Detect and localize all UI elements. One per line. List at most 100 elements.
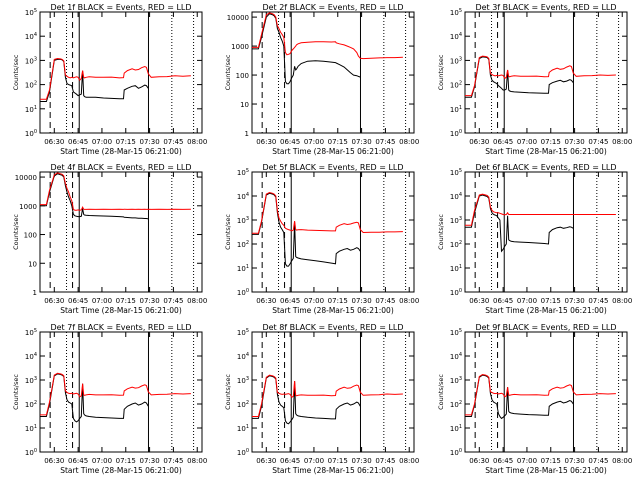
detector-panel-7: 06:30 06:45 07:00 07:15 07:30 07:45 08:00 100 10…: [12, 323, 207, 475]
x-tick-label: 06:30: [256, 297, 276, 305]
x-tick-label: 06:45: [280, 297, 300, 305]
x-tick-label: 06:45: [493, 138, 513, 146]
events-series-line: [40, 373, 149, 423]
x-tick-label: 08:00: [399, 138, 419, 146]
x-tick-label: 07:45: [375, 138, 395, 146]
x-tick-label: 07:45: [375, 297, 395, 305]
detector-panel-5: 06:30 06:45 07:00 07:15 07:30 07:45 08:00 100 10…: [224, 163, 419, 315]
x-tick-label: 06:30: [256, 457, 276, 465]
y-axis-label: Counts/sec: [437, 54, 445, 90]
x-tick-label: 07:15: [328, 138, 348, 146]
x-tick-label: 07:00: [304, 138, 324, 146]
lld-series-line: [465, 373, 616, 416]
y-tick-label: 101: [237, 424, 249, 433]
y-tick-label: 104: [450, 192, 462, 201]
y-tick-label: 103: [450, 376, 462, 385]
y-tick-label: 101: [237, 264, 249, 273]
x-tick-label: 06:45: [280, 138, 300, 146]
panel-title: Det 2f BLACK = Events, RED = LLD: [262, 3, 403, 12]
x-tick-label: 08:00: [612, 138, 632, 146]
events-series-line: [465, 56, 574, 98]
y-tick-label: 105: [237, 168, 249, 177]
detector-panel-4: 06:30 06:45 07:00 07:15 07:30 07:45 08:00 1 10 10…: [12, 163, 207, 315]
y-tick-label: 101: [25, 105, 37, 114]
x-tick-label: 07:30: [351, 457, 371, 465]
events-series-line: [465, 194, 574, 253]
plot-frame: [251, 11, 415, 134]
x-tick-label: 07:30: [139, 297, 159, 305]
panel-title: Det 3f BLACK = Events, RED = LLD: [475, 3, 616, 12]
x-tick-label: 07:45: [375, 457, 395, 465]
x-tick-label: 06:30: [469, 138, 489, 146]
panel-title: Det 9f BLACK = Events, RED = LLD: [475, 323, 616, 332]
x-tick-label: 07:30: [564, 457, 584, 465]
x-tick-label: 08:00: [612, 297, 632, 305]
x-tick-label: 06:45: [68, 138, 88, 146]
y-tick-label: 103: [450, 56, 462, 65]
x-tick-label: 06:45: [68, 457, 88, 465]
y-tick-label: 102: [237, 240, 249, 249]
x-tick-label: 08:00: [187, 138, 207, 146]
x-tick-label: 07:00: [304, 297, 324, 305]
x-tick-label: 07:00: [517, 297, 537, 305]
y-axis-label: Counts/sec: [12, 374, 20, 410]
plot-frame: [464, 331, 628, 453]
lld-series-line: [252, 191, 403, 234]
y-tick-label: 100: [24, 232, 37, 240]
x-tick-label: 07:00: [517, 457, 537, 465]
detector-panel-8: 06:30 06:45 07:00 07:15 07:30 07:45 08:00 100 10…: [224, 323, 419, 475]
x-tick-label: 07:15: [328, 297, 348, 305]
y-tick-label: 101: [450, 424, 462, 433]
y-axis-label: Counts/sec: [12, 214, 20, 250]
y-tick-label: 102: [450, 400, 462, 409]
y-tick-label: 101: [450, 264, 462, 273]
y-tick-label: 100: [237, 448, 249, 457]
lld-series-line: [465, 193, 616, 226]
detector-panel-1: 06:30 06:45 07:00 07:15 07:30 07:45 08:00 100 10…: [12, 3, 207, 156]
x-tick-label: 07:15: [116, 457, 136, 465]
x-tick-label: 06:30: [469, 297, 489, 305]
y-tick-label: 100: [236, 72, 249, 80]
panel-title: Det 7f BLACK = Events, RED = LLD: [50, 323, 191, 332]
events-series-line: [465, 374, 574, 420]
y-tick-label: 1000: [19, 203, 37, 211]
x-axis-label: Start Time (28-Mar-15 06:21:00): [272, 306, 394, 315]
x-tick-label: 06:30: [44, 297, 64, 305]
x-tick-label: 06:30: [44, 138, 64, 146]
y-tick-label: 105: [450, 328, 462, 337]
x-axis-label: Start Time (28-Mar-15 06:21:00): [272, 147, 394, 156]
x-tick-label: 07:45: [588, 138, 608, 146]
panel-title: Det 6f BLACK = Events, RED = LLD: [475, 163, 616, 172]
y-tick-label: 101: [25, 424, 37, 433]
x-tick-label: 06:30: [469, 457, 489, 465]
x-tick-label: 06:45: [68, 297, 88, 305]
y-tick-label: 102: [25, 400, 37, 409]
plot-frame: [251, 331, 415, 453]
plot-frame: [39, 331, 203, 453]
x-tick-label: 06:45: [280, 457, 300, 465]
y-tick-label: 10: [240, 101, 249, 109]
x-tick-label: 07:00: [517, 138, 537, 146]
y-tick-label: 104: [450, 352, 462, 361]
y-tick-label: 103: [450, 216, 462, 225]
x-tick-label: 07:30: [564, 138, 584, 146]
x-tick-label: 07:45: [163, 297, 183, 305]
panel-title: Det 1f BLACK = Events, RED = LLD: [50, 3, 191, 12]
y-tick-label: 105: [25, 328, 37, 337]
x-tick-label: 08:00: [399, 297, 419, 305]
y-tick-label: 104: [237, 352, 249, 361]
y-tick-label: 102: [25, 81, 37, 90]
y-tick-label: 100: [450, 288, 462, 297]
x-tick-label: 07:45: [588, 457, 608, 465]
y-tick-label: 1000: [231, 43, 249, 51]
x-tick-label: 06:30: [256, 138, 276, 146]
x-axis-label: Start Time (28-Mar-15 06:21:00): [485, 306, 607, 315]
y-tick-label: 100: [450, 129, 462, 138]
x-tick-label: 07:00: [92, 138, 112, 146]
x-tick-label: 07:45: [588, 297, 608, 305]
y-axis-label: Counts/sec: [224, 374, 232, 410]
plot-frame: [251, 171, 415, 293]
y-tick-label: 102: [237, 400, 249, 409]
x-tick-label: 08:00: [399, 457, 419, 465]
